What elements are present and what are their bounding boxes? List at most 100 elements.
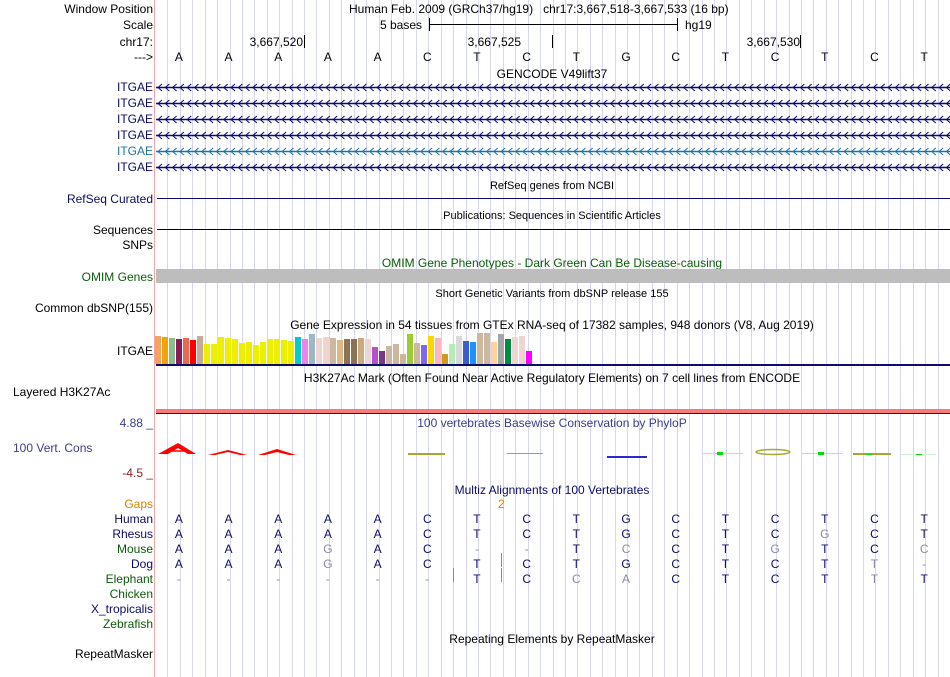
gtex-tissue-bar[interactable]: [400, 354, 406, 364]
snps-label[interactable]: SNPs: [122, 238, 153, 252]
gencode-transcript-label[interactable]: ITGAE: [116, 96, 153, 110]
gtex-tissue-bar[interactable]: [463, 341, 469, 364]
gtex-tissue-bar[interactable]: [470, 342, 476, 364]
gtex-tissue-bar[interactable]: [260, 342, 266, 364]
gencode-transcript[interactable]: [156, 163, 950, 172]
gtex-tissue-bar[interactable]: [407, 334, 413, 364]
strand-arrow-left-icon: [836, 163, 842, 172]
alignment-base: C: [522, 557, 531, 571]
gtex-tissue-bar[interactable]: [484, 333, 490, 364]
gtex-tissue-bar[interactable]: [316, 338, 322, 364]
gtex-tissue-bar[interactable]: [512, 337, 518, 364]
gtex-tissue-bar[interactable]: [295, 337, 301, 364]
species-label-chicken[interactable]: Chicken: [109, 587, 153, 601]
gencode-transcript-label[interactable]: ITGAE: [116, 160, 153, 174]
species-label-rhesus[interactable]: Rhesus: [112, 527, 153, 541]
gtex-tissue-bar[interactable]: [190, 340, 196, 364]
gtex-tissue-bar[interactable]: [323, 337, 329, 364]
gtex-tissue-bar[interactable]: [225, 338, 231, 364]
strand-arrow-left-icon: [850, 83, 856, 92]
gtex-tissue-bar[interactable]: [456, 336, 462, 364]
gtex-tissue-bar[interactable]: [330, 338, 336, 364]
gtex-tissue-bar[interactable]: [358, 338, 364, 364]
strand-arrow-left-icon: [274, 131, 280, 140]
gtex-tissue-bar[interactable]: [372, 347, 378, 364]
gtex-tissue-bar[interactable]: [274, 339, 280, 364]
gencode-transcript-label[interactable]: ITGAE: [116, 128, 153, 142]
gencode-transcript[interactable]: [156, 115, 950, 124]
h3k27ac-track-label[interactable]: Layered H3K27Ac: [13, 385, 111, 399]
publications-track-label[interactable]: Sequences: [92, 223, 153, 237]
gencode-transcript[interactable]: [156, 147, 950, 156]
gtex-tissue-bar[interactable]: [253, 345, 259, 364]
refseq-gene-line[interactable]: [157, 198, 950, 199]
gtex-tissue-bar[interactable]: [428, 336, 434, 364]
gtex-tissue-bar[interactable]: [505, 339, 511, 364]
species-label-mouse[interactable]: Mouse: [116, 542, 153, 556]
phylop-track-label[interactable]: 100 Vert. Cons: [13, 441, 93, 455]
gtex-tissue-bar[interactable]: [197, 336, 203, 364]
gtex-tissue-bar[interactable]: [344, 339, 350, 364]
gtex-track-label[interactable]: ITGAE: [116, 344, 153, 358]
gtex-tissue-bar[interactable]: [281, 340, 287, 364]
gtex-tissue-bar[interactable]: [393, 344, 399, 364]
species-label-zebrafish[interactable]: Zebrafish: [102, 617, 153, 631]
gencode-transcript-label[interactable]: ITGAE: [116, 112, 153, 126]
gencode-transcript[interactable]: [156, 99, 950, 108]
strand-arrow-left-icon: [222, 131, 229, 140]
gtex-tissue-bar[interactable]: [155, 336, 161, 364]
dbsnp-track-label[interactable]: Common dbSNP(155): [34, 301, 153, 315]
strand-arrow-left-icon: [646, 83, 652, 92]
strand-arrow-left-icon: [317, 147, 323, 156]
repeatmasker-track-label[interactable]: RepeatMasker: [74, 647, 153, 661]
gtex-tissue-bar[interactable]: [211, 344, 217, 364]
h3k27ac-signal[interactable]: [156, 409, 950, 413]
strand-arrow-left-icon: [485, 163, 491, 172]
gtex-tissue-bar[interactable]: [176, 339, 182, 364]
gtex-tissue-bar[interactable]: [204, 344, 210, 364]
gtex-tissue-bar[interactable]: [302, 339, 308, 364]
omim-track-label[interactable]: OMIM Genes: [81, 270, 153, 284]
species-label-elephant[interactable]: Elephant: [105, 572, 153, 586]
gtex-tissue-bar[interactable]: [519, 336, 525, 364]
gtex-tissue-bar[interactable]: [183, 338, 189, 364]
gtex-tissue-bar[interactable]: [491, 342, 497, 364]
gtex-tissue-bar[interactable]: [526, 351, 532, 364]
alignment-base: C: [870, 542, 879, 556]
gtex-tissue-bar[interactable]: [435, 338, 441, 364]
gtex-tissue-bar[interactable]: [267, 339, 273, 364]
gtex-tissue-bar[interactable]: [309, 334, 315, 364]
strand-arrow-left-icon: [573, 115, 579, 124]
gtex-tissue-bar[interactable]: [477, 333, 483, 364]
gencode-transcript[interactable]: [156, 83, 950, 92]
gtex-tissue-bar[interactable]: [246, 342, 252, 364]
gtex-tissue-bar[interactable]: [239, 343, 245, 364]
gtex-tissue-bar[interactable]: [414, 343, 420, 364]
omim-gene-bar[interactable]: [156, 269, 950, 283]
gtex-tissue-bar[interactable]: [498, 334, 504, 364]
gtex-tissue-bar[interactable]: [232, 339, 238, 364]
publications-line[interactable]: [157, 229, 950, 230]
gtex-tissue-bar[interactable]: [379, 351, 385, 364]
gtex-tissue-bar[interactable]: [421, 345, 427, 364]
gtex-tissue-bar[interactable]: [351, 339, 357, 364]
strand-arrow-left-icon: [770, 83, 776, 92]
gtex-tissue-bar[interactable]: [365, 339, 371, 364]
gtex-tissue-bar[interactable]: [449, 344, 455, 364]
gencode-transcript[interactable]: [156, 131, 950, 140]
gtex-tissue-bar[interactable]: [442, 354, 448, 364]
species-label-x_tropicalis[interactable]: X_tropicalis: [90, 602, 153, 616]
gtex-tissue-bar[interactable]: [162, 337, 168, 364]
gencode-transcript-label[interactable]: ITGAE: [116, 144, 153, 158]
species-label-human[interactable]: Human: [114, 512, 153, 526]
gtex-tissue-bar[interactable]: [169, 338, 175, 364]
gtex-tissue-bar[interactable]: [386, 346, 392, 364]
gtex-tissue-bar[interactable]: [288, 341, 294, 364]
gtex-tissue-bar[interactable]: [337, 340, 343, 364]
gencode-transcript-label[interactable]: ITGAE: [116, 80, 153, 94]
refseq-track-label[interactable]: RefSeq Curated: [66, 192, 153, 206]
gtex-tissue-bar[interactable]: [218, 337, 224, 364]
species-label-dog[interactable]: Dog: [130, 557, 153, 571]
gaps-label[interactable]: Gaps: [124, 497, 153, 511]
